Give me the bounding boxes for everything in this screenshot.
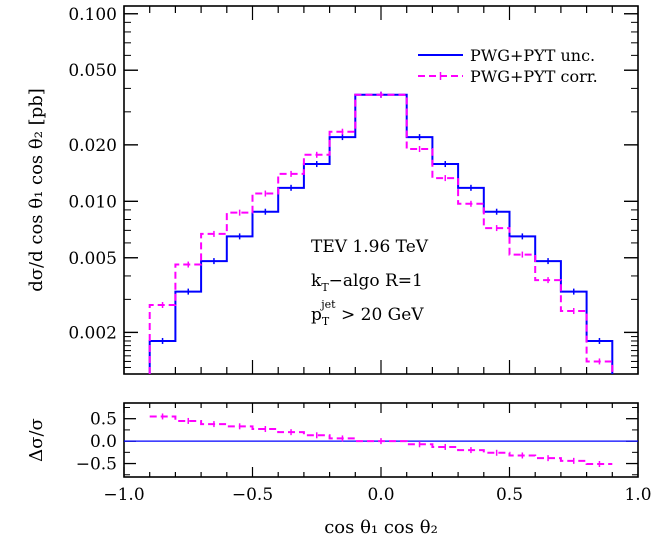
- main-y-axis-title: dσ/d cos θ₁ cos θ₂ [pb]: [26, 88, 47, 292]
- ratio-y-tick-label: 0.5: [90, 410, 117, 430]
- x-tick-label: 0.5: [496, 485, 523, 505]
- main-y-tick-label: 0.010: [68, 192, 117, 212]
- ratio-y-tick-label: 0.0: [90, 432, 117, 452]
- annotation-algo-rest: −algo R=1: [329, 271, 423, 291]
- ratio-y-tick-label: −0.5: [76, 455, 117, 475]
- main-y-tick-label: 0.020: [68, 136, 117, 156]
- ratio-y-axis-title: Δσ/σ: [26, 418, 47, 462]
- series-line-corr: [148, 93, 614, 374]
- main-series-group: [148, 91, 614, 374]
- annotation-algo: kT−algo R=1: [311, 271, 423, 294]
- annotation-algo-k: k: [311, 271, 322, 291]
- x-axis-title: cos θ₁ cos θ₂: [324, 517, 438, 538]
- main-y-tick-label: 0.050: [68, 61, 117, 81]
- x-tick-label: −0.5: [232, 485, 273, 505]
- legend-label-unc: PWG+PYT unc.: [470, 46, 595, 65]
- annotation-ptcut-p: p: [311, 305, 322, 325]
- main-y-tick-label: 0.002: [68, 323, 117, 343]
- annotation-ptcut-p-sup: jet: [319, 298, 336, 311]
- ratio-series-group: [124, 413, 638, 467]
- annotation-ptcut: pTjet > 20 GeV: [311, 298, 424, 328]
- ratio-ticks: −1.0 −0.5 0.0 0.5 1.00.50.0−0.5: [76, 403, 652, 505]
- x-tick-label: −1.0: [103, 485, 144, 505]
- legend-label-corr: PWG+PYT corr.: [470, 67, 598, 86]
- main-y-tick-label: 0.005: [68, 249, 117, 269]
- main-y-tick-label: 0.100: [68, 5, 117, 25]
- x-tick-label: 0.0: [367, 485, 394, 505]
- annotation-ptcut-p-sub: T: [322, 315, 330, 328]
- annotation-algo-k-sub: T: [321, 281, 329, 294]
- annotation-ptcut-rest: > 20 GeV: [336, 305, 425, 325]
- annotation-block: TEV 1.96 TeV kT−algo R=1 pTjet > 20 GeV: [311, 237, 429, 328]
- x-tick-label: 1.0: [624, 485, 651, 505]
- annotation-energy: TEV 1.96 TeV: [311, 237, 429, 257]
- main-ticks: 0.002 0.005 0.010 0.020 0.050 0.100: [68, 5, 639, 375]
- legend: PWG+PYT unc. PWG+PYT corr.: [418, 46, 598, 86]
